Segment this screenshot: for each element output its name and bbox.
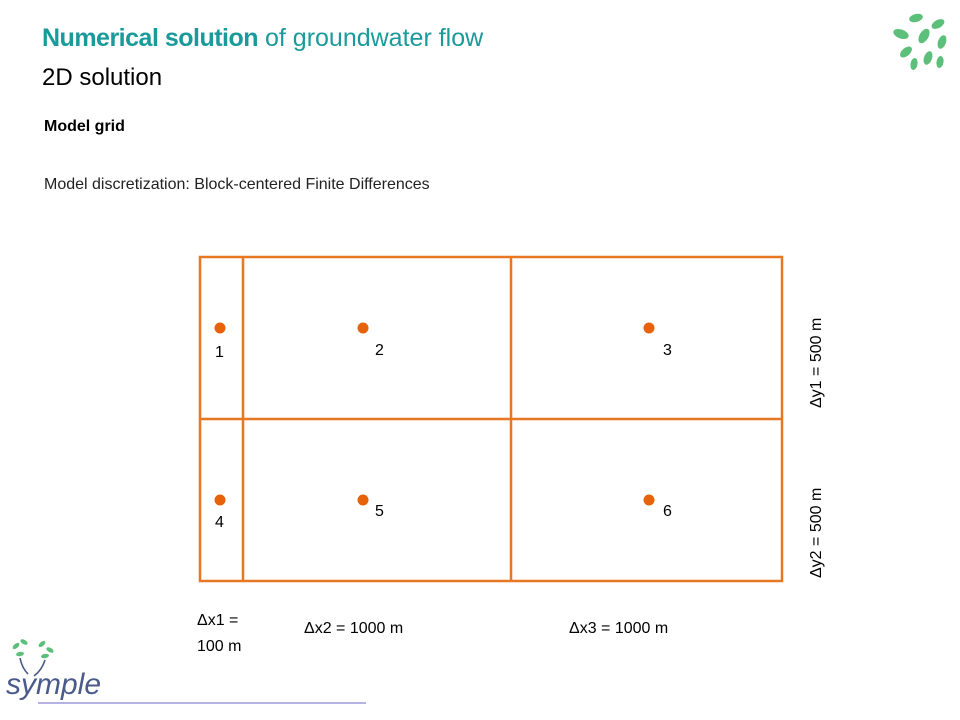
title-rest: of groundwater flow	[258, 24, 484, 52]
node-4-label: 4	[215, 514, 224, 531]
node-5-marker	[357, 494, 369, 506]
dx1-label: Δx1 = 100 m	[197, 608, 241, 660]
dx3-label: Δx3 = 1000 m	[569, 620, 669, 637]
node-4-marker	[214, 494, 226, 506]
dy2-label: Δy2 = 500 m	[808, 487, 825, 578]
description-text: Model discretization: Block-centered Fin…	[44, 176, 430, 193]
node-6-label: 6	[663, 503, 672, 520]
node-2-marker	[357, 322, 369, 334]
node-1-label: 1	[215, 344, 224, 361]
node-3-marker	[643, 322, 655, 334]
slide-title: Numerical solution of groundwater flow	[42, 24, 483, 53]
section-title: Model grid	[44, 118, 125, 135]
dx2-label: Δx2 = 1000 m	[304, 620, 404, 637]
symple-logo-icon: symple	[6, 639, 366, 704]
dx1-label-line1: Δx1 =	[197, 612, 239, 629]
node-6-marker	[643, 494, 655, 506]
dy1-label: Δy1 = 500 m	[808, 317, 825, 408]
title-bold: Numerical solution	[42, 24, 259, 52]
node-1-marker	[214, 322, 226, 334]
node-2-label: 2	[375, 342, 384, 359]
slide-subtitle: 2D solution	[42, 64, 163, 91]
dx1-label-line2: 100 m	[197, 638, 242, 655]
leaf-logo-icon	[893, 13, 947, 70]
node-5-label: 5	[375, 503, 384, 520]
symple-logo-text: symple	[6, 668, 101, 701]
node-3-label: 3	[663, 342, 672, 359]
